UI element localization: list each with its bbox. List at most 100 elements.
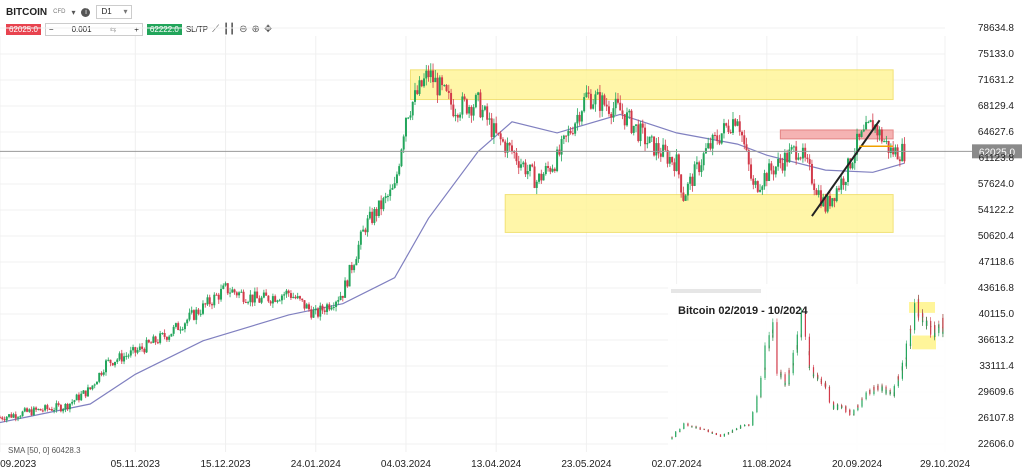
bull-candle (296, 296, 299, 299)
bull-candle (754, 181, 757, 185)
bear-candle (666, 149, 669, 164)
bull-candle (639, 123, 642, 142)
inset-bull-candle (780, 374, 782, 376)
bull-candle (222, 285, 225, 289)
inset-bull-candle (675, 432, 677, 434)
inset-bull-candle (889, 392, 891, 395)
inset-bear-candle (687, 425, 689, 427)
bull-candle (98, 372, 101, 382)
inset-bull-candle (756, 407, 758, 413)
bear-candle (671, 157, 674, 163)
bear-candle (513, 151, 516, 153)
bull-candle (592, 104, 595, 109)
zoom-in-icon[interactable]: ⊕ (251, 23, 260, 35)
line-tool-icon[interactable]: ⟋ (212, 23, 220, 35)
bull-candle (181, 329, 184, 331)
bear-candle (499, 133, 502, 140)
bear-candle (39, 408, 42, 411)
bull-candle (231, 289, 234, 293)
bear-candle (445, 85, 448, 91)
inset-bear-candle (857, 406, 859, 408)
bull-candle (472, 107, 475, 116)
inset-bull-candle (723, 433, 725, 435)
inset-bull-candle (671, 438, 673, 440)
refresh-icon[interactable]: ⇆ (109, 24, 117, 34)
inset-bull-candle (784, 382, 786, 385)
bull-candle (206, 297, 209, 305)
bull-candle (860, 131, 863, 137)
inset-bull-candle (723, 434, 725, 436)
inset-bull-candle (683, 427, 685, 429)
inset-bull-candle (695, 427, 697, 429)
plus-icon[interactable]: + (134, 24, 139, 34)
bull-candle (393, 183, 396, 188)
candles-icon[interactable]: ┃┃ (223, 23, 236, 35)
sell-button[interactable]: 62025.0 (6, 23, 41, 35)
bull-candle (168, 336, 171, 340)
bear-candle (436, 77, 439, 96)
inset-bull-candle (764, 358, 766, 370)
quantity-value[interactable]: 0.001 (71, 24, 92, 34)
bear-candle (420, 80, 423, 87)
price-tick-label: 29609.6 (978, 387, 1015, 398)
sltp-button[interactable]: SL/TP (185, 24, 209, 34)
bear-candle (571, 133, 574, 135)
info-icon[interactable]: i (81, 7, 91, 17)
bull-candle (901, 143, 904, 162)
inset-bear-candle (909, 328, 912, 331)
bull-candle (835, 188, 838, 202)
bull-candle (138, 346, 141, 351)
bear-candle (134, 347, 137, 353)
symbol-name[interactable]: BITCOIN (6, 6, 48, 18)
bull-candle (869, 120, 872, 122)
timeframe-select[interactable]: D1 ▾ (96, 5, 133, 19)
quantity-stepper[interactable]: − 0.001 ⇆ + (44, 22, 143, 36)
inset-bull-candle (836, 404, 839, 410)
inset-bull-candle (675, 435, 677, 437)
inset-bull-candle (792, 363, 794, 374)
bull-candle (612, 108, 615, 118)
date-tick-label: 24.01.2024 (291, 459, 341, 470)
bear-candle (258, 298, 261, 303)
inset-bull-candle (735, 428, 738, 430)
inset-bear-candle (824, 383, 827, 388)
inset-bear-candle (776, 361, 778, 374)
caret-down-icon[interactable]: ▾ (71, 7, 76, 17)
inset-bull-candle (764, 345, 766, 353)
bull-candle (55, 403, 58, 411)
inset-bull-candle (739, 425, 742, 428)
bear-candle (46, 405, 49, 409)
red-resistance-zone (779, 129, 894, 140)
bull-candle (312, 310, 315, 318)
inset-bull-candle (885, 389, 887, 393)
bull-candle (632, 125, 635, 133)
bull-candle (483, 106, 486, 110)
bull-candle (801, 147, 804, 159)
zoom-out-icon[interactable]: ⊖ (239, 23, 248, 35)
bull-candle (662, 144, 665, 157)
buy-button[interactable]: 62222.0 (146, 23, 182, 35)
bull-candle (278, 300, 281, 302)
bear-candle (375, 209, 378, 216)
bull-candle (172, 326, 175, 334)
inset-bull-candle (901, 362, 903, 371)
crosshair-icon[interactable]: ✥ (263, 23, 273, 35)
minus-icon[interactable]: − (48, 24, 54, 34)
bull-candle (526, 171, 529, 175)
sma-legend-label: SMA [50, 0] (8, 446, 50, 455)
bull-candle (260, 297, 263, 303)
inset-bear-candle (715, 434, 717, 436)
bull-candle (768, 163, 771, 182)
inset-bull-candle (768, 335, 770, 340)
bull-candle (625, 112, 628, 126)
bear-candle (657, 143, 660, 154)
bull-candle (280, 295, 283, 301)
bear-candle (540, 173, 543, 181)
bear-candle (745, 144, 748, 151)
inset-bear-candle (828, 401, 831, 403)
bear-candle (197, 309, 200, 314)
inset-bear-candle (784, 374, 786, 380)
bull-candle (339, 295, 342, 300)
inset-chart (668, 284, 972, 452)
